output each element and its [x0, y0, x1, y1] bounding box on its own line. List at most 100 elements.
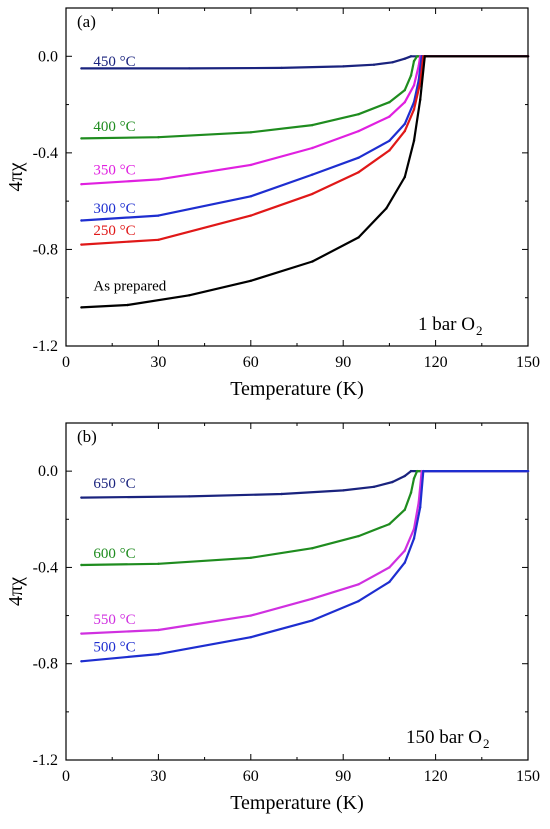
data-point — [188, 495, 191, 498]
data-point — [80, 183, 83, 186]
data-point — [311, 146, 314, 150]
series-label: 300 °C — [93, 201, 135, 217]
x-tick-label: 30 — [150, 768, 166, 785]
data-point — [403, 57, 406, 60]
series-label: 450 °C — [93, 54, 135, 70]
data-point — [526, 55, 530, 58]
condition-label: 150 bar O — [406, 727, 482, 748]
series-label: 350 °C — [93, 163, 135, 179]
data-point — [311, 192, 314, 196]
data-point — [342, 65, 345, 68]
data-point — [311, 619, 314, 622]
data-point — [422, 469, 425, 473]
condition-label: 1 bar O — [418, 314, 475, 335]
data-point — [80, 67, 83, 70]
series-line — [81, 55, 528, 70]
data-point — [388, 139, 391, 142]
data-point — [423, 55, 426, 58]
series-label: 250 °C — [93, 223, 135, 239]
x-tick-label: 90 — [335, 768, 351, 785]
data-point — [412, 84, 416, 87]
data-point — [391, 61, 394, 64]
data-point — [357, 583, 360, 586]
data-point — [403, 101, 406, 104]
series-line — [81, 470, 528, 663]
y-tick-label: -1.2 — [33, 338, 58, 355]
data-point — [412, 477, 416, 480]
data-point — [280, 66, 283, 70]
series-label: 550 °C — [93, 612, 135, 628]
data-point — [249, 214, 252, 217]
data-point — [249, 195, 252, 198]
x-tick-label: 60 — [243, 768, 259, 785]
data-point — [357, 113, 360, 116]
data-point — [403, 175, 406, 179]
series-line — [81, 55, 528, 186]
condition-subscript: 2 — [483, 736, 490, 751]
data-point — [403, 474, 406, 478]
x-tick-label: 0 — [62, 354, 70, 371]
data-point — [249, 556, 252, 559]
data-point — [372, 63, 376, 66]
data-point — [409, 74, 413, 77]
x-axis-title: Temperature (K) — [230, 792, 364, 814]
data-point — [403, 88, 406, 92]
data-point — [342, 489, 345, 492]
data-point — [357, 236, 360, 239]
data-point — [249, 636, 252, 639]
data-point — [526, 469, 530, 473]
data-point — [357, 129, 360, 133]
x-tick-label: 120 — [424, 768, 448, 785]
series-line — [81, 55, 528, 309]
data-point — [388, 566, 391, 569]
data-point — [415, 55, 419, 58]
data-point — [311, 123, 314, 127]
data-point — [409, 55, 413, 58]
data-point — [419, 81, 422, 85]
data-point — [385, 207, 388, 210]
data-point — [249, 614, 252, 617]
data-point — [388, 580, 391, 584]
data-point — [403, 549, 406, 552]
data-point — [357, 171, 360, 174]
series-label: 500 °C — [93, 640, 135, 656]
data-point — [417, 501, 420, 504]
data-point — [188, 294, 191, 297]
data-point — [409, 469, 413, 473]
x-tick-label: 120 — [424, 354, 448, 371]
series-label: As prepared — [93, 278, 166, 294]
panel-a: 0 30 60 90 120 150 -1.2 -0.8 -0.4 0.0 Temperature … — [5, 7, 540, 400]
data-point — [157, 628, 160, 632]
data-point — [357, 599, 360, 603]
data-point — [412, 59, 416, 63]
data-point — [249, 279, 252, 282]
data-point — [80, 243, 83, 246]
data-point — [80, 660, 83, 663]
data-point — [403, 508, 406, 511]
series-label: 650 °C — [93, 476, 135, 492]
y-tick-label: 0.0 — [38, 463, 58, 480]
x-axis-title: Temperature (K) — [230, 378, 364, 400]
series-line — [81, 470, 528, 499]
x-tick-label: 60 — [243, 354, 259, 371]
data-point — [80, 632, 83, 635]
series-label: 600 °C — [93, 546, 135, 562]
data-point — [80, 563, 83, 567]
data-point — [80, 219, 83, 222]
data-point — [157, 178, 160, 181]
data-point — [157, 214, 160, 217]
data-point — [388, 115, 391, 118]
data-point — [311, 173, 314, 176]
y-tick-label: 0.0 — [38, 48, 58, 65]
data-point — [391, 480, 394, 484]
y-tick-label: -0.8 — [33, 656, 58, 673]
data-point — [412, 108, 416, 111]
series-line — [81, 470, 528, 567]
x-tick-label: 30 — [150, 354, 166, 371]
data-point — [403, 122, 406, 126]
data-point — [357, 534, 360, 538]
data-point — [412, 139, 416, 142]
data-point — [417, 79, 420, 82]
plot-frame — [65, 422, 529, 761]
